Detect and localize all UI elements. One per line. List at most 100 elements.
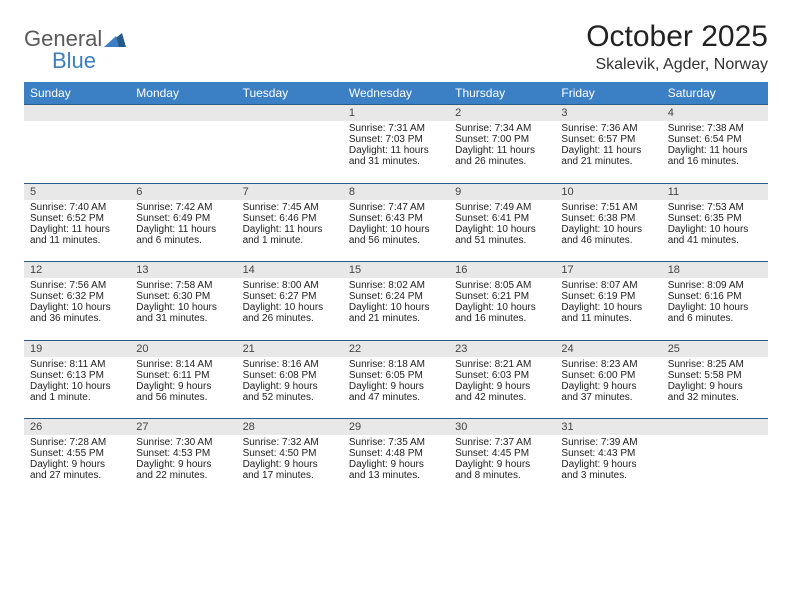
sunrise-line: Sunrise: 8:23 AM	[561, 359, 655, 370]
daylight-line: Daylight: 9 hours and 56 minutes.	[136, 381, 230, 403]
day-content-cell: Sunrise: 7:58 AMSunset: 6:30 PMDaylight:…	[130, 278, 236, 340]
day-content-cell: Sunrise: 7:45 AMSunset: 6:46 PMDaylight:…	[237, 200, 343, 262]
sunset-line: Sunset: 4:53 PM	[136, 448, 230, 459]
day-number-cell: 17	[555, 262, 661, 279]
sunset-line: Sunset: 6:00 PM	[561, 370, 655, 381]
day-content-cell: Sunrise: 7:37 AMSunset: 4:45 PMDaylight:…	[449, 435, 555, 497]
day-number-cell: 28	[237, 419, 343, 436]
header: GeneralBlue October 2025 Skalevik, Agder…	[24, 20, 768, 74]
sunset-line: Sunset: 6:11 PM	[136, 370, 230, 381]
daylight-line: Daylight: 11 hours and 31 minutes.	[349, 145, 443, 167]
daylight-line: Daylight: 10 hours and 56 minutes.	[349, 224, 443, 246]
day-number-cell: 13	[130, 262, 236, 279]
sunrise-line: Sunrise: 7:30 AM	[136, 437, 230, 448]
day-content-cell: Sunrise: 7:49 AMSunset: 6:41 PMDaylight:…	[449, 200, 555, 262]
day-header: Wednesday	[343, 82, 449, 105]
day-content-cell: Sunrise: 7:40 AMSunset: 6:52 PMDaylight:…	[24, 200, 130, 262]
day-number-cell: 6	[130, 183, 236, 200]
sunrise-line: Sunrise: 7:35 AM	[349, 437, 443, 448]
day-number-cell: 11	[662, 183, 768, 200]
day-number-cell: 14	[237, 262, 343, 279]
day-content-cell: Sunrise: 7:28 AMSunset: 4:55 PMDaylight:…	[24, 435, 130, 497]
daylight-line: Daylight: 9 hours and 37 minutes.	[561, 381, 655, 403]
day-content-cell	[130, 121, 236, 183]
sunset-line: Sunset: 7:00 PM	[455, 134, 549, 145]
sunrise-line: Sunrise: 8:25 AM	[668, 359, 762, 370]
day-header: Thursday	[449, 82, 555, 105]
day-number-cell: 30	[449, 419, 555, 436]
day-number-row: 567891011	[24, 183, 768, 200]
daylight-line: Daylight: 9 hours and 42 minutes.	[455, 381, 549, 403]
day-content-cell	[237, 121, 343, 183]
day-content-cell: Sunrise: 8:09 AMSunset: 6:16 PMDaylight:…	[662, 278, 768, 340]
day-content-cell: Sunrise: 7:30 AMSunset: 4:53 PMDaylight:…	[130, 435, 236, 497]
day-content-cell: Sunrise: 7:51 AMSunset: 6:38 PMDaylight:…	[555, 200, 661, 262]
logo: GeneralBlue	[24, 20, 126, 74]
sunset-line: Sunset: 6:46 PM	[243, 213, 337, 224]
sunset-line: Sunset: 7:03 PM	[349, 134, 443, 145]
sunset-line: Sunset: 6:52 PM	[30, 213, 124, 224]
daylight-line: Daylight: 11 hours and 1 minute.	[243, 224, 337, 246]
day-content-cell: Sunrise: 8:11 AMSunset: 6:13 PMDaylight:…	[24, 357, 130, 419]
sunset-line: Sunset: 6:49 PM	[136, 213, 230, 224]
sunrise-line: Sunrise: 7:51 AM	[561, 202, 655, 213]
day-number-cell	[662, 419, 768, 436]
day-header: Sunday	[24, 82, 130, 105]
day-number-row: 262728293031	[24, 419, 768, 436]
day-number-cell: 26	[24, 419, 130, 436]
day-number-cell: 1	[343, 105, 449, 122]
sunset-line: Sunset: 4:43 PM	[561, 448, 655, 459]
day-content-cell: Sunrise: 8:16 AMSunset: 6:08 PMDaylight:…	[237, 357, 343, 419]
sunrise-line: Sunrise: 8:05 AM	[455, 280, 549, 291]
daylight-line: Daylight: 10 hours and 16 minutes.	[455, 302, 549, 324]
day-content-row: Sunrise: 7:40 AMSunset: 6:52 PMDaylight:…	[24, 200, 768, 262]
daylight-line: Daylight: 9 hours and 47 minutes.	[349, 381, 443, 403]
daylight-line: Daylight: 9 hours and 17 minutes.	[243, 459, 337, 481]
day-number-cell: 31	[555, 419, 661, 436]
daylight-line: Daylight: 10 hours and 46 minutes.	[561, 224, 655, 246]
sunrise-line: Sunrise: 8:14 AM	[136, 359, 230, 370]
day-header: Friday	[555, 82, 661, 105]
sunrise-line: Sunrise: 7:47 AM	[349, 202, 443, 213]
day-header: Saturday	[662, 82, 768, 105]
daylight-line: Daylight: 10 hours and 51 minutes.	[455, 224, 549, 246]
day-number-row: 19202122232425	[24, 340, 768, 357]
day-content-cell: Sunrise: 8:07 AMSunset: 6:19 PMDaylight:…	[555, 278, 661, 340]
sunrise-line: Sunrise: 8:21 AM	[455, 359, 549, 370]
sunset-line: Sunset: 6:35 PM	[668, 213, 762, 224]
day-content-row: Sunrise: 8:11 AMSunset: 6:13 PMDaylight:…	[24, 357, 768, 419]
daylight-line: Daylight: 9 hours and 8 minutes.	[455, 459, 549, 481]
sunset-line: Sunset: 4:55 PM	[30, 448, 124, 459]
day-content-row: Sunrise: 7:28 AMSunset: 4:55 PMDaylight:…	[24, 435, 768, 497]
day-content-cell: Sunrise: 7:39 AMSunset: 4:43 PMDaylight:…	[555, 435, 661, 497]
day-number-cell: 22	[343, 340, 449, 357]
day-number-cell	[130, 105, 236, 122]
daylight-line: Daylight: 11 hours and 11 minutes.	[30, 224, 124, 246]
day-content-cell: Sunrise: 7:32 AMSunset: 4:50 PMDaylight:…	[237, 435, 343, 497]
daylight-line: Daylight: 10 hours and 1 minute.	[30, 381, 124, 403]
calendar-table: Sunday Monday Tuesday Wednesday Thursday…	[24, 82, 768, 497]
sunrise-line: Sunrise: 8:11 AM	[30, 359, 124, 370]
daylight-line: Daylight: 9 hours and 27 minutes.	[30, 459, 124, 481]
daylight-line: Daylight: 10 hours and 31 minutes.	[136, 302, 230, 324]
day-number-cell: 5	[24, 183, 130, 200]
sunset-line: Sunset: 5:58 PM	[668, 370, 762, 381]
day-number-cell: 18	[662, 262, 768, 279]
day-header: Monday	[130, 82, 236, 105]
day-content-row: Sunrise: 7:56 AMSunset: 6:32 PMDaylight:…	[24, 278, 768, 340]
day-number-cell: 10	[555, 183, 661, 200]
sunset-line: Sunset: 6:03 PM	[455, 370, 549, 381]
daylight-line: Daylight: 11 hours and 26 minutes.	[455, 145, 549, 167]
sunrise-line: Sunrise: 8:09 AM	[668, 280, 762, 291]
day-content-cell: Sunrise: 8:18 AMSunset: 6:05 PMDaylight:…	[343, 357, 449, 419]
day-number-cell: 2	[449, 105, 555, 122]
day-content-cell: Sunrise: 7:31 AMSunset: 7:03 PMDaylight:…	[343, 121, 449, 183]
day-number-cell: 27	[130, 419, 236, 436]
sunset-line: Sunset: 6:30 PM	[136, 291, 230, 302]
day-number-cell: 3	[555, 105, 661, 122]
sunrise-line: Sunrise: 8:02 AM	[349, 280, 443, 291]
day-content-row: Sunrise: 7:31 AMSunset: 7:03 PMDaylight:…	[24, 121, 768, 183]
day-number-cell: 29	[343, 419, 449, 436]
daylight-line: Daylight: 11 hours and 6 minutes.	[136, 224, 230, 246]
sunrise-line: Sunrise: 8:00 AM	[243, 280, 337, 291]
